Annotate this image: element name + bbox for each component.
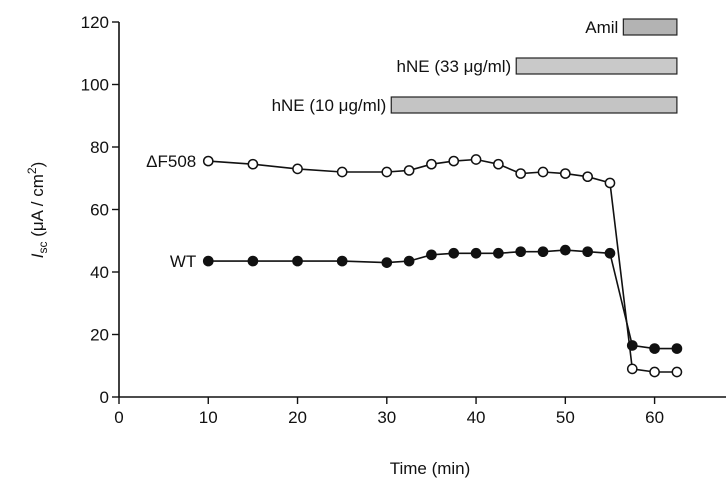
data-point [470, 247, 482, 259]
y-tick-label: 40 [90, 263, 109, 282]
series-label: ΔF508 [146, 152, 196, 171]
data-point [448, 155, 460, 167]
data-point [537, 246, 549, 258]
treatment-bar [390, 96, 678, 114]
x-tick-label: 0 [114, 408, 123, 427]
data-point [381, 166, 393, 178]
data-point [515, 168, 527, 179]
data-point [493, 247, 504, 259]
series-lines [208, 158, 677, 373]
data-point [559, 244, 571, 256]
y-tick-label: 60 [90, 201, 109, 220]
series-labels: ΔF508 WT [146, 152, 196, 271]
series-label: WT [170, 252, 196, 271]
data-point [626, 340, 638, 351]
data-point [626, 363, 638, 375]
treatment-bars: Amil hNE (33 μg/ml) hNE (10 μg/ml) [272, 18, 678, 115]
y-tick-label: 120 [81, 13, 109, 32]
x-axis-title: Time (min) [390, 459, 471, 478]
data-point [604, 177, 616, 189]
data-point [649, 366, 660, 378]
treatment-bar [622, 18, 678, 36]
y-tick-label: 100 [81, 76, 109, 95]
data-point [292, 163, 303, 175]
data-point [336, 166, 348, 178]
data-point [292, 255, 303, 267]
x-tick-label: 50 [556, 408, 575, 427]
data-point [448, 247, 460, 259]
x-tick-label: 30 [377, 408, 396, 427]
treatment-bar-label: hNE (33 μg/ml) [397, 57, 512, 76]
data-point [247, 158, 259, 170]
data-point [604, 247, 616, 259]
series-line [208, 249, 677, 350]
y-tick-label: 0 [100, 388, 109, 407]
data-point [381, 257, 393, 268]
x-tick-label: 60 [645, 408, 664, 427]
y-tick-label: 20 [90, 326, 109, 345]
x-tick-label: 10 [199, 408, 218, 427]
data-point [202, 255, 214, 267]
data-point [403, 165, 415, 176]
data-point [426, 158, 437, 170]
data-point [671, 343, 683, 354]
treatment-bar [515, 57, 678, 75]
y-axis-title: Isc (μA / cm2) [25, 162, 50, 259]
data-point [671, 366, 683, 378]
treatment-bar-label: Amil [585, 18, 618, 37]
data-point [247, 255, 259, 267]
data-point [426, 249, 437, 261]
data-point [582, 246, 593, 258]
data-point [470, 154, 482, 165]
data-point [559, 168, 571, 179]
data-point [336, 255, 348, 267]
series-points [202, 154, 683, 378]
data-point [202, 155, 214, 167]
axes: 0 20 40 60 80 100 120 0 10 20 30 40 50 60 [81, 13, 726, 427]
treatment-bar-label: hNE (10 μg/ml) [272, 96, 387, 115]
data-point [515, 246, 527, 258]
series-line [208, 158, 677, 373]
data-point [649, 343, 660, 354]
data-point [403, 255, 415, 267]
data-point [493, 158, 504, 170]
data-point [537, 166, 549, 178]
y-tick-label: 80 [90, 138, 109, 157]
x-tick-label: 20 [288, 408, 307, 427]
x-tick-label: 40 [467, 408, 486, 427]
data-point [582, 171, 593, 183]
